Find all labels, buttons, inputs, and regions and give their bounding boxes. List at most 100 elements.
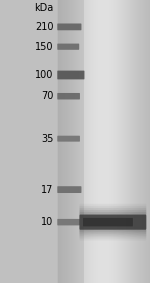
Bar xyxy=(102,0,103,283)
Bar xyxy=(94,0,95,283)
Bar xyxy=(60,0,61,283)
Bar xyxy=(137,0,138,283)
Bar xyxy=(83,0,84,283)
Bar xyxy=(72,0,73,283)
Bar xyxy=(130,0,131,283)
Bar xyxy=(67,0,68,283)
Bar xyxy=(109,0,110,283)
Bar xyxy=(75,0,76,283)
Bar xyxy=(80,0,81,283)
Bar xyxy=(92,0,93,283)
Bar xyxy=(114,0,115,283)
Bar xyxy=(73,0,74,283)
Bar xyxy=(76,0,77,283)
FancyBboxPatch shape xyxy=(57,44,79,50)
Bar xyxy=(90,0,91,283)
Bar xyxy=(63,0,64,283)
Bar xyxy=(120,0,121,283)
Bar xyxy=(103,0,104,283)
Bar xyxy=(69,0,70,283)
Bar xyxy=(103,0,104,283)
Bar xyxy=(100,0,101,283)
Bar xyxy=(129,0,130,283)
Bar xyxy=(87,0,88,283)
Bar xyxy=(77,0,78,283)
Bar xyxy=(96,0,97,283)
Bar xyxy=(81,0,82,283)
FancyBboxPatch shape xyxy=(80,212,146,232)
Text: 17: 17 xyxy=(41,185,53,195)
Bar xyxy=(85,0,86,283)
Text: 210: 210 xyxy=(35,22,53,32)
Bar xyxy=(111,0,112,283)
Bar xyxy=(66,0,67,283)
Bar xyxy=(104,0,105,283)
Bar xyxy=(133,0,134,283)
Bar xyxy=(139,0,140,283)
Bar xyxy=(89,0,90,283)
FancyBboxPatch shape xyxy=(57,70,84,79)
Bar xyxy=(119,0,120,283)
Bar xyxy=(84,0,85,283)
Bar xyxy=(132,0,133,283)
Bar xyxy=(124,0,125,283)
Bar xyxy=(101,0,102,283)
Bar xyxy=(78,0,79,283)
Text: 35: 35 xyxy=(41,134,53,144)
Bar xyxy=(122,0,123,283)
Bar xyxy=(117,0,118,283)
Bar xyxy=(73,0,74,283)
Bar xyxy=(74,0,75,283)
Bar xyxy=(71,0,72,283)
Bar xyxy=(81,0,82,283)
Bar xyxy=(75,0,76,283)
FancyBboxPatch shape xyxy=(57,219,80,226)
Bar xyxy=(65,0,66,283)
Bar xyxy=(110,0,111,283)
Bar xyxy=(88,0,89,283)
Bar xyxy=(64,0,65,283)
Bar xyxy=(136,0,137,283)
Bar xyxy=(78,0,79,283)
Bar xyxy=(72,0,73,283)
Bar xyxy=(61,0,62,283)
Bar xyxy=(68,0,69,283)
FancyBboxPatch shape xyxy=(80,206,146,239)
Bar xyxy=(127,0,128,283)
Bar xyxy=(147,0,148,283)
Bar xyxy=(146,0,147,283)
Bar xyxy=(69,0,70,283)
Bar xyxy=(113,0,114,283)
FancyBboxPatch shape xyxy=(80,214,146,230)
Bar xyxy=(106,0,107,283)
FancyBboxPatch shape xyxy=(57,93,80,100)
Bar xyxy=(144,0,145,283)
Text: kDa: kDa xyxy=(34,3,53,14)
Bar xyxy=(82,0,83,283)
FancyBboxPatch shape xyxy=(57,23,81,30)
Bar xyxy=(68,0,69,283)
Bar xyxy=(126,0,127,283)
Bar xyxy=(141,0,142,283)
FancyBboxPatch shape xyxy=(80,208,146,237)
Bar xyxy=(97,0,98,283)
Bar xyxy=(98,0,99,283)
Bar xyxy=(77,0,78,283)
Bar xyxy=(123,0,124,283)
Bar xyxy=(59,0,60,283)
Bar xyxy=(76,0,77,283)
Bar xyxy=(57,0,58,283)
Text: 70: 70 xyxy=(41,91,53,101)
Bar xyxy=(61,0,62,283)
Bar xyxy=(118,0,119,283)
Text: 100: 100 xyxy=(35,70,53,80)
Bar xyxy=(59,0,60,283)
Bar xyxy=(79,0,80,283)
Bar xyxy=(91,0,92,283)
Bar xyxy=(138,0,139,283)
Bar xyxy=(99,0,100,283)
FancyBboxPatch shape xyxy=(57,136,80,142)
Bar xyxy=(108,0,109,283)
Bar xyxy=(71,0,72,283)
Bar xyxy=(140,0,141,283)
